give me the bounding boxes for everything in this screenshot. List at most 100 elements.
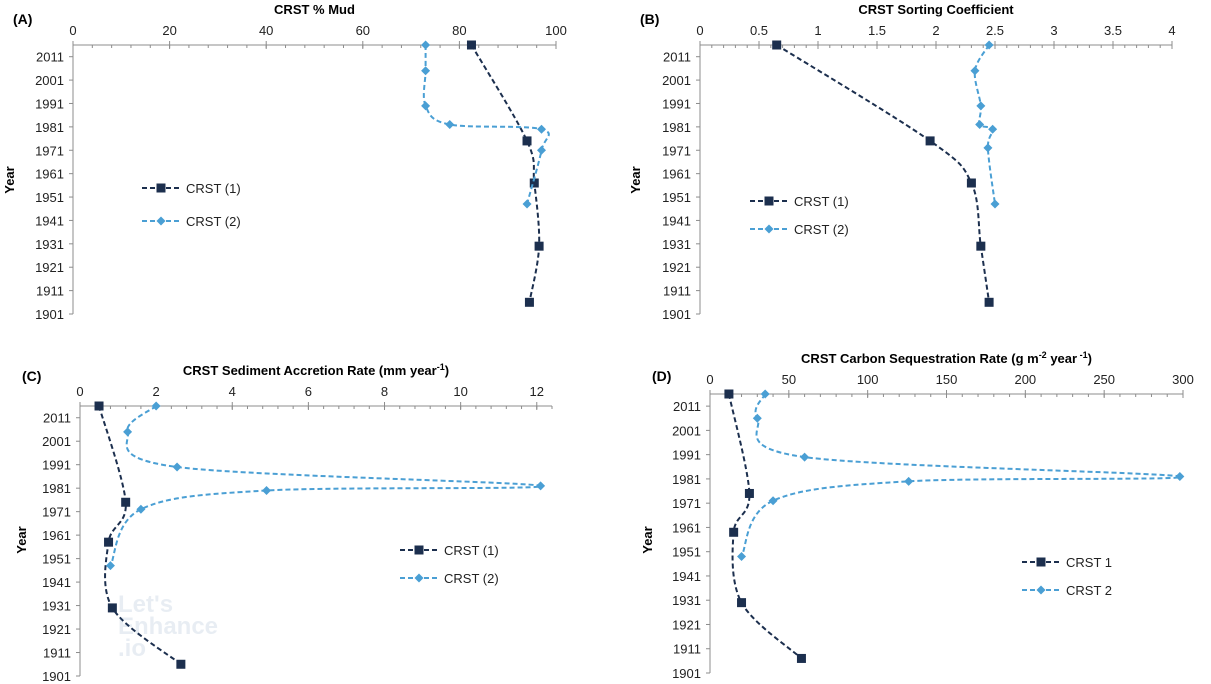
series-2-point bbox=[760, 389, 770, 399]
legend-marker-1 bbox=[1036, 557, 1046, 567]
series-1-point bbox=[121, 497, 131, 507]
y-tick-label: 1961 bbox=[42, 528, 71, 543]
series-2-point bbox=[990, 199, 1000, 209]
x-tick-label: 20 bbox=[162, 23, 176, 38]
panel-letter: (D) bbox=[652, 368, 671, 384]
y-tick-label: 1981 bbox=[662, 120, 691, 135]
chart-title: CRST Sorting Coefficient bbox=[858, 2, 1014, 17]
y-tick-label: 1911 bbox=[43, 646, 71, 661]
legend-marker-2 bbox=[156, 216, 166, 226]
series-2-point bbox=[421, 66, 431, 76]
chart-title-text: CRST Sediment Accretion Rate (mm year bbox=[183, 363, 437, 378]
x-tick-label: 150 bbox=[936, 372, 958, 387]
series-1-point bbox=[729, 527, 739, 537]
series-2-point bbox=[970, 66, 980, 76]
series-1-point bbox=[724, 389, 734, 399]
chart-title-text: CRST % Mud bbox=[274, 2, 355, 17]
series-1-point bbox=[534, 241, 544, 251]
series-2-point bbox=[537, 124, 547, 134]
chart-title-text-after: year bbox=[1047, 351, 1077, 366]
y-tick-label: 1961 bbox=[672, 520, 701, 535]
legend-label-1: CRST 1 bbox=[1066, 555, 1112, 570]
chart-title-text: CRST Carbon Sequestration Rate (g m bbox=[801, 351, 1039, 366]
y-tick-label: 1931 bbox=[35, 237, 64, 252]
series-2-point bbox=[421, 101, 431, 111]
y-tick-label: 1981 bbox=[35, 120, 64, 135]
panel-a: (A) CRST % Mud 0 20 40 60 80 100 1901 1911 1921 193… bbox=[2, 2, 567, 322]
series-2-point bbox=[421, 40, 431, 50]
y-axis-title: Year bbox=[14, 526, 29, 553]
series-2-point bbox=[768, 496, 778, 506]
series-1-point bbox=[107, 603, 117, 613]
y-axis-title: Year bbox=[2, 166, 17, 193]
series-2-point bbox=[536, 481, 546, 491]
y-tick-label: 1901 bbox=[672, 666, 701, 681]
y-tick-label: 1961 bbox=[35, 167, 64, 182]
x-tick-label: 50 bbox=[782, 372, 796, 387]
legend-marker-2 bbox=[764, 224, 774, 234]
y-tick-label: 1901 bbox=[35, 307, 64, 322]
y-tick-label: 1991 bbox=[42, 458, 71, 473]
series-2-point bbox=[904, 476, 914, 486]
x-tick-label: 100 bbox=[857, 372, 879, 387]
series-1-point bbox=[976, 241, 986, 251]
legend-label-2: CRST (2) bbox=[794, 222, 849, 237]
legend-label-2: CRST (2) bbox=[444, 571, 499, 586]
y-tick-label: 2011 bbox=[43, 411, 71, 426]
y-tick-label: 1941 bbox=[672, 569, 701, 584]
watermark-line-2: Enhance bbox=[118, 613, 218, 640]
y-tick-label: 1971 bbox=[672, 496, 701, 511]
y-tick-label: 1951 bbox=[672, 545, 701, 560]
x-tick-label: 250 bbox=[1093, 372, 1115, 387]
chart-title-text-after: ) bbox=[445, 363, 449, 378]
x-tick-label: 2 bbox=[932, 23, 939, 38]
y-axis-title: Year bbox=[640, 526, 655, 553]
series-1-point bbox=[94, 401, 104, 411]
series-1-point bbox=[772, 40, 782, 50]
series-2-point bbox=[262, 486, 272, 496]
watermark-line-3: .io bbox=[118, 635, 146, 662]
series-1-point bbox=[984, 297, 994, 307]
x-tick-label: 12 bbox=[530, 384, 544, 399]
y-tick-label: 1921 bbox=[672, 617, 701, 632]
y-tick-label: 1911 bbox=[673, 642, 701, 657]
series-1-point bbox=[925, 136, 935, 146]
series-2-point bbox=[123, 427, 133, 437]
series-1-point bbox=[744, 488, 754, 498]
chart-title-text-end: ) bbox=[1088, 351, 1092, 366]
y-tick-label: 1971 bbox=[42, 505, 71, 520]
series-2-point bbox=[151, 401, 161, 411]
legend-marker-1 bbox=[764, 196, 774, 206]
legend-marker-2 bbox=[1036, 585, 1046, 595]
series-2-point bbox=[984, 40, 994, 50]
y-tick-label: 1941 bbox=[35, 213, 64, 228]
y-tick-label: 1931 bbox=[662, 237, 691, 252]
series-1-point bbox=[466, 40, 476, 50]
x-tick-label: 8 bbox=[381, 384, 388, 399]
chart-title: CRST % Mud bbox=[274, 2, 355, 17]
x-tick-label: 3 bbox=[1050, 23, 1057, 38]
series-1-point bbox=[966, 178, 976, 188]
y-tick-label: 1971 bbox=[35, 143, 64, 158]
series-1-point bbox=[529, 178, 539, 188]
y-tick-label: 1901 bbox=[42, 669, 71, 684]
series-line-1 bbox=[470, 44, 541, 303]
series-line-1 bbox=[727, 393, 803, 660]
chart-title-superscript: -2 bbox=[1039, 350, 1047, 360]
x-tick-label: 4 bbox=[1168, 23, 1175, 38]
y-tick-label: 2001 bbox=[672, 423, 701, 438]
x-tick-label: 0 bbox=[706, 372, 713, 387]
y-tick-label: 2001 bbox=[662, 73, 691, 88]
legend-label-1: CRST (1) bbox=[186, 181, 241, 196]
series-2-point bbox=[975, 120, 985, 130]
y-tick-label: 1951 bbox=[662, 190, 691, 205]
y-tick-label: 1921 bbox=[42, 622, 71, 637]
x-tick-label: 80 bbox=[452, 23, 466, 38]
series-2-point bbox=[105, 561, 115, 571]
series-2-point bbox=[752, 413, 762, 423]
y-tick-label: 2001 bbox=[35, 73, 64, 88]
y-tick-label: 1901 bbox=[662, 307, 691, 322]
watermark-line-1: Let's bbox=[118, 591, 173, 618]
chart-title: CRST Sediment Accretion Rate (mm year-1) bbox=[183, 362, 449, 378]
x-tick-label: 6 bbox=[305, 384, 312, 399]
